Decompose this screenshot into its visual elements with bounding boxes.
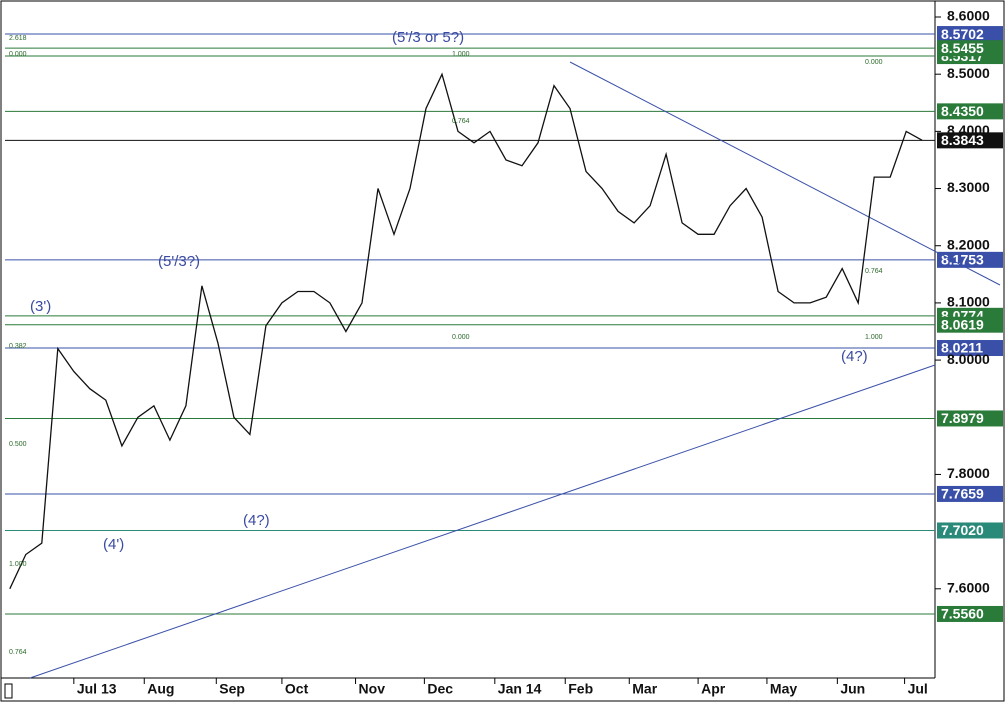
level-label: 7.7020 (941, 522, 984, 538)
x-tick-label: May (770, 681, 797, 697)
fib-label: 1.000 (865, 334, 883, 341)
level-box (937, 485, 1003, 502)
fib-label: 1.000 (452, 51, 470, 58)
x-tick-label: Nov (359, 681, 386, 697)
fib-label: 0.500 (9, 441, 27, 448)
x-tick-label: Jul 13 (77, 681, 117, 697)
y-tick-label: 8.1000 (947, 294, 990, 310)
x-tick-label: Jun (840, 681, 865, 697)
x-tick-label: Apr (701, 681, 726, 697)
trendline (29, 364, 936, 679)
y-tick-label: 8.4000 (947, 122, 990, 138)
y-tick-label: 8.2000 (947, 236, 990, 252)
level-label: 7.5560 (941, 606, 984, 622)
fib-label: 2.618 (9, 35, 27, 42)
level-box (937, 316, 1003, 333)
price-line (9, 72, 923, 590)
fib-label: 0.000 (9, 51, 27, 58)
annotation: (5'/3?) (158, 253, 200, 270)
annotation: (4') (103, 536, 124, 553)
y-tick-label: 7.6000 (947, 580, 990, 596)
x-tick-label: Sep (219, 681, 245, 697)
x-tick-label: Aug (147, 681, 174, 697)
y-tick-label: 8.6000 (947, 8, 990, 24)
y-tick-label: 8.3000 (947, 179, 990, 195)
level-label: 8.0619 (941, 316, 984, 332)
annotation: (5'/3 or 5?) (392, 29, 464, 46)
level-label: 8.0211 (941, 340, 983, 356)
scroll-box (4, 683, 13, 699)
fib-label: 0.764 (9, 649, 27, 656)
x-tick-label: Jul (908, 681, 928, 697)
level-box (937, 103, 1003, 120)
y-tick-label: 7.8000 (947, 465, 990, 481)
x-tick-label: Mar (632, 681, 657, 697)
level-label: 8.3843 (941, 132, 984, 148)
y-tick-label: 8.0000 (947, 351, 990, 367)
x-tick-label: Feb (568, 681, 593, 697)
y-tick-label: 8.5000 (947, 65, 990, 81)
level-box (937, 40, 1003, 57)
fib-label: 0.764 (865, 268, 883, 275)
level-label: 8.5455 (941, 40, 984, 56)
level-box (937, 132, 1003, 149)
level-label: 7.7659 (941, 486, 984, 502)
level-box (937, 340, 1003, 357)
x-tick-label: Dec (427, 681, 453, 697)
level-box (937, 605, 1003, 622)
level-label: 8.5702 (941, 26, 984, 42)
level-box (937, 26, 1003, 43)
annotation: (4?) (243, 512, 270, 529)
trendline (569, 61, 1001, 286)
level-box (937, 251, 1003, 268)
level-box (937, 522, 1003, 539)
level-label: 7.8979 (941, 410, 984, 426)
fib-label: 0.000 (452, 334, 470, 341)
fib-label: 1.000 (9, 561, 27, 568)
fib-label: 0.000 (865, 59, 883, 66)
x-tick-label: Jan 14 (498, 681, 542, 697)
annotation: (4?) (841, 348, 868, 365)
level-label: 8.1753 (941, 252, 984, 268)
fib-label: 0.382 (9, 343, 27, 350)
level-box (937, 410, 1003, 427)
annotation: (3') (30, 298, 51, 315)
x-tick-label: Oct (285, 681, 309, 697)
fib-label: 0.764 (452, 118, 470, 125)
level-label: 8.4350 (941, 103, 984, 119)
